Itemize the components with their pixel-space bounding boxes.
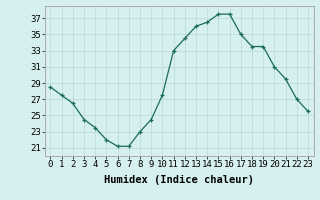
X-axis label: Humidex (Indice chaleur): Humidex (Indice chaleur) bbox=[104, 175, 254, 185]
